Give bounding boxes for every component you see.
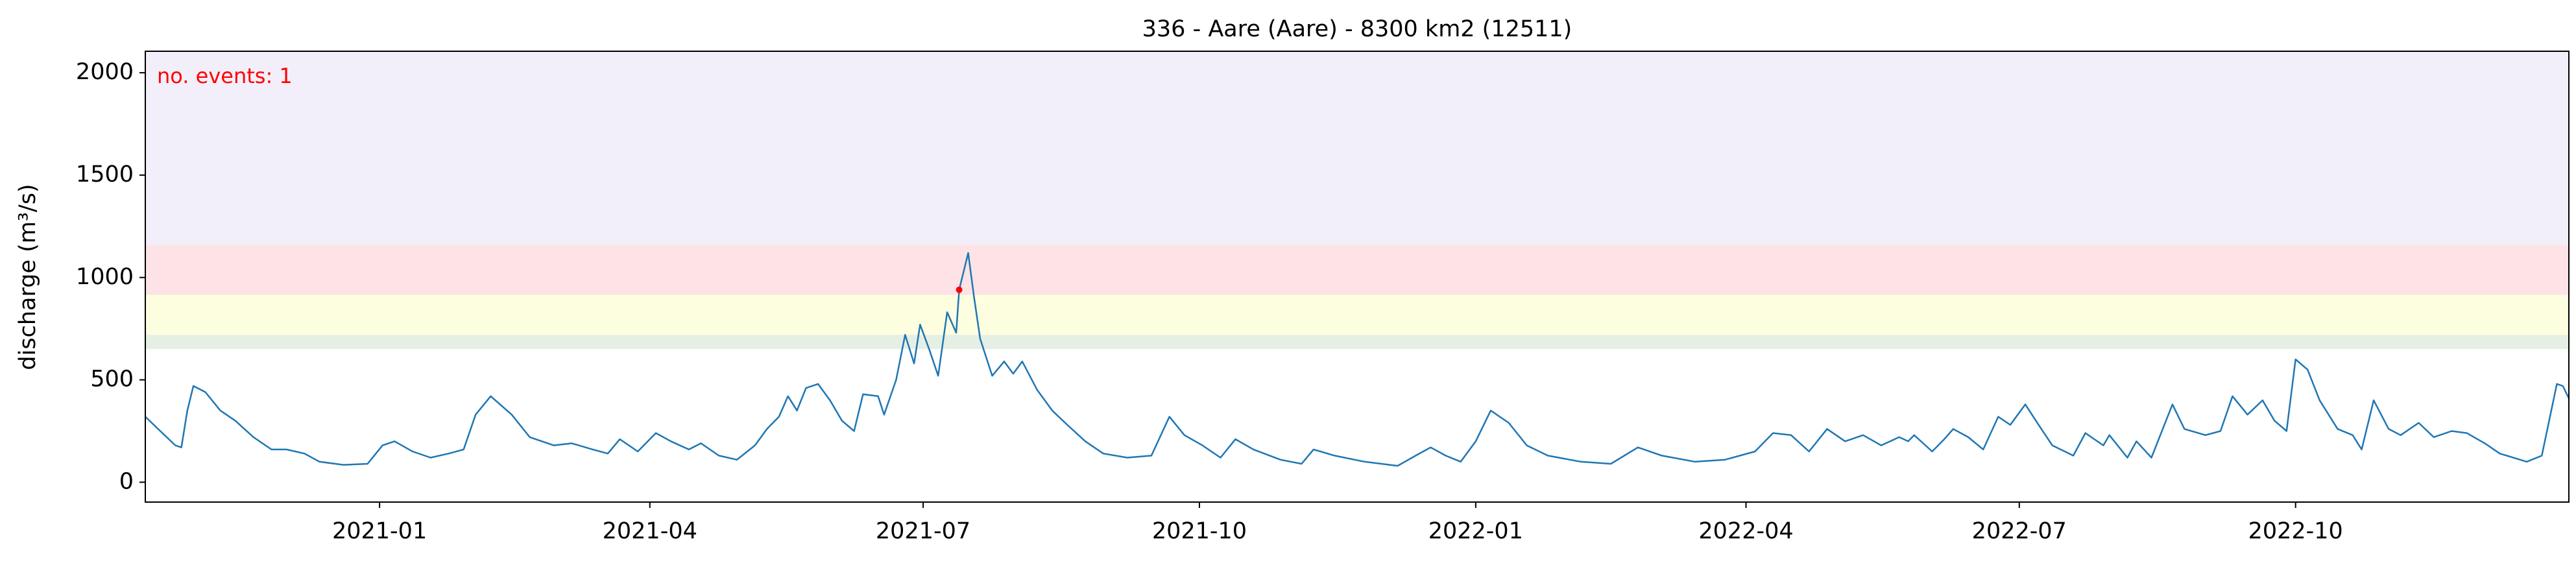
plot-frame <box>145 51 2570 503</box>
x-tick-label: 2021-04 <box>603 518 697 544</box>
x-tick-label: 2022-10 <box>2248 518 2343 544</box>
threshold-band <box>145 245 2569 295</box>
y-tick-label: 2000 <box>76 59 134 85</box>
x-tick-label: 2021-01 <box>332 518 427 544</box>
x-tick-label: 2022-07 <box>1972 518 2067 544</box>
y-tick-label: 1500 <box>76 162 134 187</box>
y-tick-label: 1000 <box>76 264 134 290</box>
y-axis-label: discharge (m³/s) <box>15 184 41 370</box>
y-tick-label: 500 <box>90 367 134 392</box>
y-tick-label: 0 <box>119 468 134 494</box>
x-tick-label: 2022-01 <box>1428 518 1523 544</box>
chart-title: 336 - Aare (Aare) - 8300 km2 (12511) <box>1142 16 1572 42</box>
x-tick-label: 2021-07 <box>876 518 970 544</box>
event-count: no. events: 1 <box>157 64 293 88</box>
x-tick-label: 2021-10 <box>1152 518 1247 544</box>
threshold-band <box>145 51 2569 245</box>
discharge-line <box>145 252 2570 467</box>
threshold-band <box>145 335 2569 350</box>
threshold-band <box>145 295 2569 335</box>
x-tick-label: 2022-04 <box>1698 518 1793 544</box>
event-marker <box>956 286 963 293</box>
